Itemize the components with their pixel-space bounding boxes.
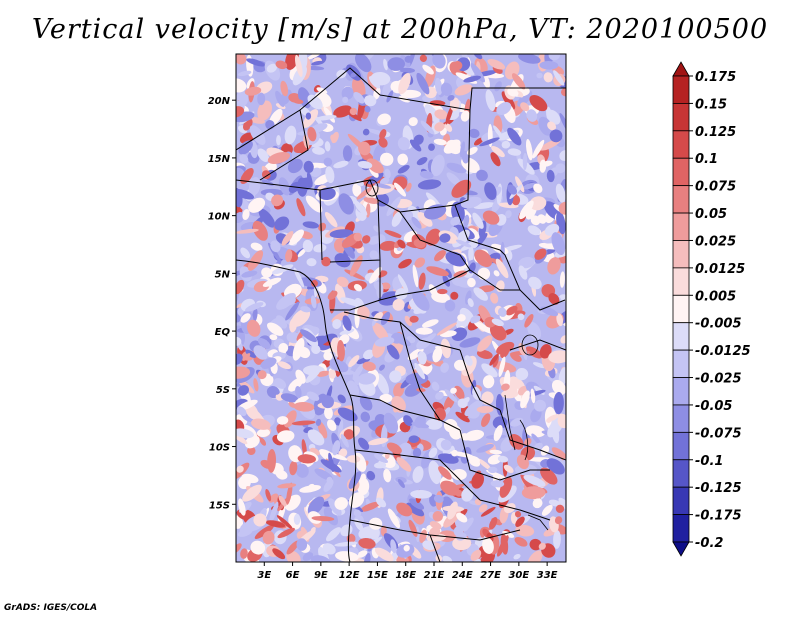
colorbar-swatch [672,349,690,378]
colorbar-label: -0.125 [695,481,742,496]
lat-tick-label: 5N [215,269,231,280]
colorbar-label: 0.005 [695,289,736,304]
colorbar-swatch [672,404,690,433]
lat-tick-label: 15S [209,500,230,511]
colorbar-label: -0.175 [695,509,742,524]
chart-title: Vertical velocity [m/s] at 200hPa, VT: 2… [31,14,769,45]
lon-tick-label: 3E [257,570,271,581]
vertical-velocity-field [236,54,566,562]
colorbar-label: -0.1 [695,454,723,469]
colorbar-swatch [672,294,690,324]
colorbar-swatch [672,185,690,214]
colorbar-label: -0.005 [695,317,742,332]
colorbar-label: 0.05 [695,207,727,222]
lat-tick-label: 10S [209,443,230,454]
colorbar-label: -0.075 [695,426,742,441]
lon-tick-label: 24E [452,570,473,581]
colorbar-label: 0.1 [695,152,718,167]
colorbar-label: 0.15 [695,97,727,112]
colorbar: 0.175 0.15 0.125 0.1 0.075 0.05 0.025 0.0125 0.0… [672,61,751,557]
lon-tick-label: 9E [314,570,328,581]
latitude-axis: 20N 15N 10N 5N EQ 5S 10S 15S [208,96,236,511]
lon-tick-label: 12E [339,570,360,581]
colorbar-swatch [672,267,690,296]
colorbar-label: -0.2 [695,536,723,551]
colorbar-swatch [672,103,690,132]
lat-tick-label: 20N [208,96,231,107]
colorbar-label: 0.125 [695,125,736,140]
colorbar-swatch [672,240,690,269]
colorbar-label: 0.0125 [695,262,745,277]
lon-tick-label: 30E [508,570,529,581]
lakes [365,179,549,531]
lat-tick-label: EQ [215,327,231,338]
colorbar-label: -0.05 [695,399,732,414]
lon-tick-label: 27E [480,570,501,581]
colorbar-swatch [672,61,690,77]
lat-tick-label: 5S [216,385,230,396]
colorbar-swatch [672,431,690,461]
longitude-axis: 3E 6E 9E 12E 15E 18E 21E 24E 27E 30E 33E [257,562,558,581]
colorbar-label: 0.025 [695,234,736,249]
colorbar-label: -0.025 [695,372,742,387]
lon-tick-label: 6E [286,570,300,581]
lon-tick-label: 15E [367,570,388,581]
colorbar-label: 0.075 [695,180,736,195]
colorbar-swatch [672,322,690,351]
colorbar-swatch [672,212,690,241]
colorbar-swatch [672,75,690,104]
colorbar-label: 0.175 [695,70,736,85]
lon-tick-label: 21E [424,570,445,581]
colorbar-swatch [672,486,690,515]
lon-tick-label: 33E [537,570,558,581]
colorbar-swatch [672,157,690,187]
lon-tick-label: 18E [395,570,416,581]
colorbar-label: -0.0125 [695,344,751,359]
colorbar-swatch [672,459,690,488]
map-frame [235,53,567,563]
footer-credit: GrADS: IGES/COLA [4,603,98,613]
colorbar-swatch [672,541,690,557]
colorbar-swatch [672,377,690,406]
country-borders [236,67,566,562]
colorbar-swatch [672,130,690,159]
lat-tick-label: 10N [208,212,231,223]
colorbar-swatch [672,514,690,543]
lat-tick-label: 15N [208,154,231,165]
